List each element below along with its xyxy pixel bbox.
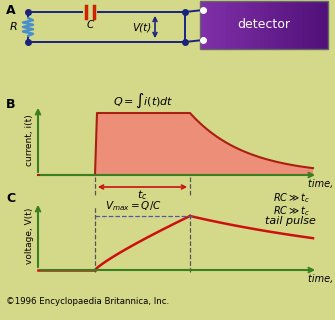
Bar: [217, 1, 222, 49]
Text: A: A: [6, 4, 16, 17]
Bar: [247, 1, 252, 49]
Bar: [230, 1, 235, 49]
Bar: [281, 1, 286, 49]
Bar: [204, 1, 209, 49]
Bar: [225, 1, 231, 49]
Text: C: C: [86, 20, 93, 30]
Bar: [200, 1, 205, 49]
Text: $Q = \int i(t)dt$: $Q = \int i(t)dt$: [113, 92, 174, 110]
Bar: [234, 1, 240, 49]
Bar: [260, 1, 265, 49]
Text: $RC \gg t_c$: $RC \gg t_c$: [273, 191, 310, 205]
Bar: [208, 1, 214, 49]
Bar: [200, 1, 328, 49]
Bar: [243, 1, 248, 49]
Bar: [320, 1, 325, 49]
Text: voltage, V(t): voltage, V(t): [25, 208, 34, 264]
Text: $t_c$: $t_c$: [137, 188, 148, 202]
Bar: [315, 1, 321, 49]
Text: B: B: [6, 98, 15, 111]
Text: current, i(t): current, i(t): [25, 114, 34, 166]
Bar: [256, 1, 261, 49]
Text: R: R: [10, 22, 18, 32]
Bar: [307, 1, 312, 49]
Bar: [303, 1, 308, 49]
Bar: [311, 1, 316, 49]
Bar: [285, 1, 290, 49]
Polygon shape: [38, 113, 313, 175]
Text: $RC \gg t_c$: $RC \gg t_c$: [273, 204, 310, 218]
Text: V(t): V(t): [132, 22, 151, 32]
Text: detector: detector: [238, 19, 290, 31]
Text: time, t: time, t: [308, 179, 335, 189]
Bar: [289, 1, 295, 49]
Bar: [268, 1, 274, 49]
Bar: [277, 1, 282, 49]
Bar: [221, 1, 226, 49]
Bar: [251, 1, 257, 49]
Bar: [239, 1, 244, 49]
Text: $V_{max} = Q/C$: $V_{max} = Q/C$: [105, 199, 162, 213]
Bar: [213, 1, 218, 49]
Bar: [298, 1, 304, 49]
Text: time, t: time, t: [308, 274, 335, 284]
Bar: [264, 1, 269, 49]
Bar: [294, 1, 299, 49]
Text: tail pulse: tail pulse: [265, 216, 316, 226]
Text: C: C: [6, 192, 15, 205]
Bar: [324, 1, 329, 49]
Bar: [273, 1, 278, 49]
Text: ©1996 Encyclopaedia Britannica, Inc.: ©1996 Encyclopaedia Britannica, Inc.: [6, 297, 169, 306]
